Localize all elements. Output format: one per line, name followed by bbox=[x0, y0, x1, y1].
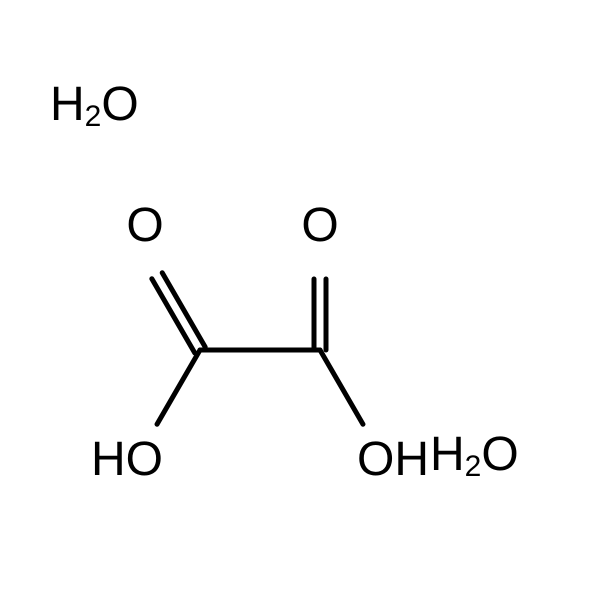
bonds bbox=[152, 273, 363, 424]
atom-label-O2d: O bbox=[301, 199, 338, 252]
single-bond bbox=[157, 350, 200, 424]
water-2: H2O bbox=[430, 428, 519, 483]
atom-labels: O O HO OH bbox=[91, 199, 429, 486]
atom-label-OH2: OH bbox=[357, 433, 429, 486]
atom-label-O1d: O bbox=[126, 199, 163, 252]
chemical-structure-diagram: OOHOOHH2OH2O bbox=[0, 0, 600, 600]
free-labels: H2O H2O bbox=[50, 78, 519, 483]
single-bond bbox=[320, 350, 363, 424]
water-1: H2O bbox=[50, 78, 139, 133]
atom-label-OH1: HO bbox=[91, 433, 163, 486]
